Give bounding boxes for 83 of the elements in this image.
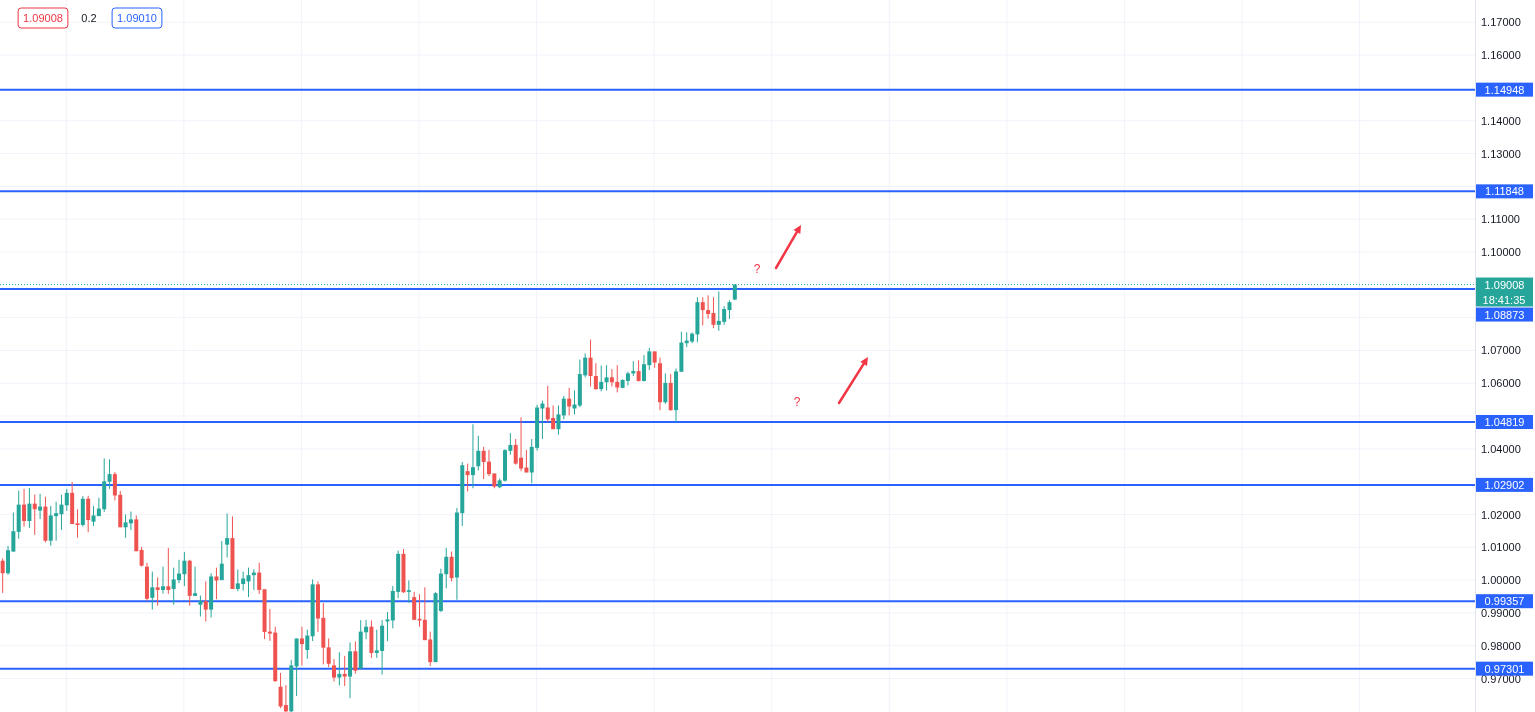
candlestick [107, 458, 112, 490]
y-tick-label: 1.17000 [1481, 16, 1521, 29]
candlestick [22, 488, 27, 528]
candlestick [161, 566, 165, 595]
candlestick [305, 629, 310, 660]
candlestick [299, 626, 304, 666]
annotation: ? [753, 262, 761, 276]
y-tick-label: 1.01000 [1481, 541, 1521, 554]
ref-line-label: 0.97301 [1484, 662, 1525, 675]
y-tick-label: 1.06000 [1481, 377, 1521, 390]
candlestick [150, 571, 155, 611]
candlestick [38, 493, 43, 520]
candlestick [203, 580, 208, 622]
candlestick [556, 405, 561, 436]
candlestick [326, 638, 331, 668]
candlestick [476, 435, 481, 472]
candlestick [615, 364, 620, 393]
annotation: ? [793, 395, 801, 409]
candlestick [593, 362, 598, 391]
y-tick-label: 1.11000 [1481, 213, 1520, 226]
y-tick-label: 0.97000 [1481, 672, 1521, 685]
y-tick-label: 1.02000 [1481, 508, 1521, 521]
annotation: 0.2 [81, 12, 97, 24]
candlestick [214, 567, 219, 600]
candlestick [128, 511, 133, 531]
y-tick-label: 1.04000 [1481, 442, 1521, 455]
y-tick-label: 1.00000 [1481, 574, 1521, 587]
candlestick [193, 566, 198, 597]
candlestick [636, 359, 641, 383]
candlestick [219, 540, 224, 581]
ref-line-label: 1.08873 [1484, 308, 1525, 321]
candlestick [139, 546, 144, 568]
candlestick [86, 495, 91, 533]
candlestick [604, 364, 609, 391]
candlestick [225, 512, 230, 558]
y-tick-label: 0.98000 [1481, 639, 1521, 652]
y-tick-label: 1.16000 [1481, 49, 1521, 62]
y-tick-label: 1.14000 [1481, 114, 1521, 127]
ref-line-label: 1.02902 [1484, 478, 1525, 491]
candlestick [599, 365, 604, 392]
candlestick [663, 372, 668, 405]
candlestick [561, 395, 566, 420]
ref-line-label: 0.99357 [1484, 595, 1525, 608]
candlestick [32, 493, 37, 536]
candlestick [198, 595, 203, 618]
text: 18:41:35 [1482, 293, 1526, 306]
candlestick [257, 562, 262, 595]
candlestick [166, 547, 171, 595]
y-tick-label: 1.13000 [1481, 147, 1521, 160]
annotation: 1.09010 [117, 12, 157, 24]
ref-line-label: 1.14948 [1484, 83, 1525, 96]
candlestick [0, 557, 5, 594]
candlestick [449, 551, 454, 582]
candlestick [353, 640, 358, 675]
candlestick [332, 658, 337, 682]
candlestick [700, 296, 705, 326]
ref-line-label: 1.04819 [1484, 415, 1525, 428]
candlestick [470, 423, 475, 489]
candlestick [609, 368, 614, 388]
candlestick [481, 446, 486, 480]
candlestick [465, 463, 470, 493]
ref-line-label: 1.11848 [1485, 185, 1524, 198]
candlestick [385, 611, 390, 642]
candlestick [412, 591, 417, 621]
y-tick-label: 1.07000 [1481, 344, 1521, 357]
candlestick [588, 339, 593, 388]
candlestick [406, 579, 411, 604]
ref-line-label: 1.09008 [1484, 278, 1525, 291]
candlestick [155, 576, 160, 607]
candlestick [567, 387, 572, 416]
candlestick [283, 684, 288, 712]
y-tick-label: 1.10000 [1481, 246, 1521, 259]
candlestick [342, 655, 347, 687]
candlestick [182, 551, 187, 587]
candlestick [444, 547, 449, 589]
annotation: 1.09008 [23, 12, 63, 24]
candlestick [64, 488, 69, 512]
candlestick [337, 651, 342, 686]
candlestick [112, 471, 117, 501]
candlestick [27, 487, 32, 529]
candlestick [246, 567, 251, 598]
y-tick-label: 0.99000 [1481, 606, 1521, 619]
candlestick [364, 619, 369, 640]
